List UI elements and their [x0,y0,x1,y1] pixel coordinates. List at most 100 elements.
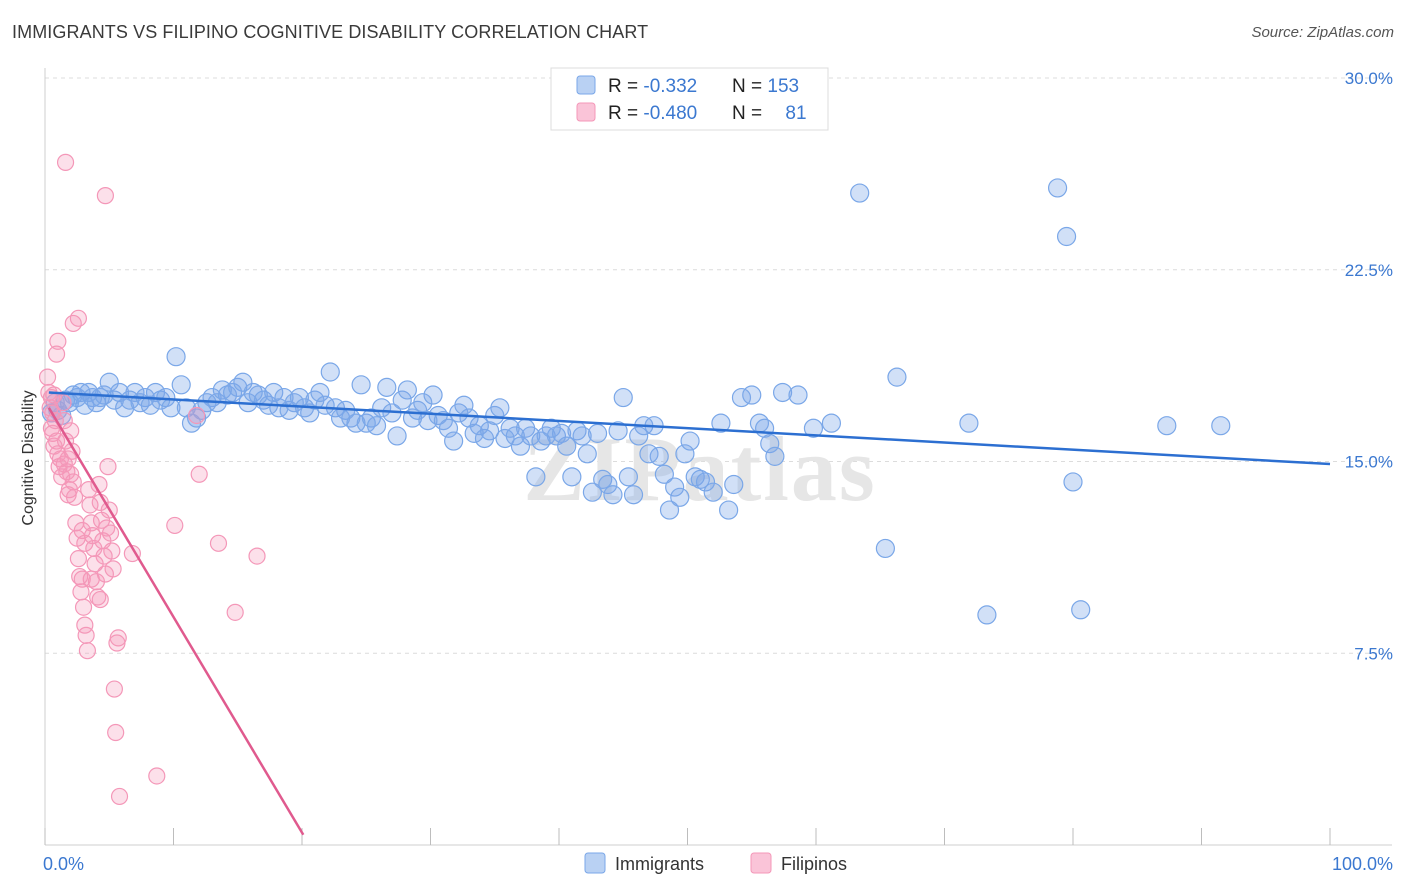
immigrants-point [454,395,474,415]
immigrants-point [649,446,669,466]
immigrants-point [562,467,582,487]
immigrants-point [690,469,710,489]
filipinos-point [64,314,82,333]
filipinos-point [69,550,88,568]
bottom-legend-swatch-filipinos [750,852,772,874]
immigrants-point [623,485,644,505]
immigrants-point [366,416,387,436]
immigrants-point [505,426,525,446]
filipinos-point [56,153,75,171]
bottom-legend: Immigrants Filipinos [584,852,847,874]
filipinos-point [78,642,97,660]
bottom-legend-label-filipinos: Filipinos [781,854,847,874]
immigrants-point [1211,416,1231,436]
immigrants-point [654,464,674,484]
immigrants-point [75,395,95,415]
filipinos-point [103,542,121,560]
filipinos-point [110,787,129,806]
immigrants-point [582,482,603,502]
filipinos-point [91,590,109,609]
immigrants-point [79,382,99,403]
legend-r-value-2: -0.480 [643,103,697,124]
filipinos-point [62,465,80,483]
immigrants-point [1157,416,1177,436]
y-tick-label-3: 30.0% [1345,69,1393,88]
immigrants-point [670,487,690,507]
filipinos-point [73,570,91,588]
filipinos-point [109,629,127,647]
filipinos-point [248,547,266,565]
immigrants-point [82,387,103,408]
filipinos-point [49,332,67,350]
immigrants-point [531,431,551,451]
immigrants-point [695,472,716,492]
trend-lines [47,391,1331,836]
filipinos-point [77,626,95,644]
bottom-legend-swatch-immigrants [584,852,606,874]
grid-lines [45,77,1392,654]
immigrants-point [423,385,443,405]
immigrants-point [760,434,780,454]
immigrants-point [977,605,997,625]
immigrants-point [613,387,633,408]
filipinos-point [44,424,62,442]
legend-r-label-1: R = [608,76,643,97]
filipinos-point [69,309,88,327]
immigrants-point [659,500,680,520]
immigrants-point [171,375,191,395]
bottom-legend-label-immigrants: Immigrants [615,854,704,874]
immigrants-trend-line [48,391,1331,466]
immigrants-point [166,347,186,367]
chart-source: Source: ZipAtlas.com [1251,24,1394,41]
filipinos-point [188,406,206,425]
chart-title: IMMIGRANTS VS FILIPINO COGNITIVE DISABIL… [12,22,649,42]
filipinos-point [105,680,123,698]
immigrants-point [480,421,500,441]
immigrants-point [418,410,438,431]
filipinos-point [74,598,93,616]
immigrants-point [711,413,731,433]
filipinos-point [148,767,166,785]
x-tick-label-1: 100.0% [1332,854,1393,874]
y-tick-label-1: 15.0% [1345,453,1393,472]
immigrants-point [243,382,263,403]
immigrants-point [459,408,479,428]
immigrants-point [521,426,541,446]
svg-text:R = -0.480: R = -0.480 [608,103,697,124]
filipinos-point [101,524,120,542]
legend-n-value-1: 153 [767,76,799,97]
legend-r-value-1: -0.332 [643,76,697,97]
immigrants-point [397,380,417,400]
immigrants-point [140,395,160,415]
legend-swatch-immigrants [576,75,596,95]
legend-r-label-2: R = [608,103,643,124]
immigrants-point [223,382,243,403]
y-tick-label-2: 22.5% [1345,261,1393,280]
y-axis-label: Cognitive Disability [20,390,37,525]
immigrants-point [346,413,366,433]
filipinos-point [38,368,57,386]
immigrants-point [875,538,895,559]
legend-box: R = -0.332 N = 153 R = -0.480 N = 81 [550,67,829,131]
immigrants-point [310,382,330,403]
legend-n-label-1: N = [732,76,767,97]
filipinos-points [38,153,266,806]
filipinos-point [45,437,63,455]
svg-text:N = 153: N = 153 [732,76,799,97]
immigrants-point [1063,472,1083,492]
immigrants-point [228,377,248,397]
immigrants-point [387,426,407,446]
immigrants-point [618,467,638,487]
immigrants-point [724,474,744,495]
filipinos-point [166,516,184,535]
legend-swatch-filipinos [576,102,596,122]
immigrants-point [765,446,785,466]
immigrants-point [803,418,824,438]
filipinos-point [104,560,122,578]
immigrants-point [821,413,842,433]
immigrants-point [742,385,762,405]
x-tick-label-0: 0.0% [43,854,84,874]
immigrants-point [510,436,531,456]
immigrants-point [392,390,412,410]
immigrants-point [703,482,723,502]
